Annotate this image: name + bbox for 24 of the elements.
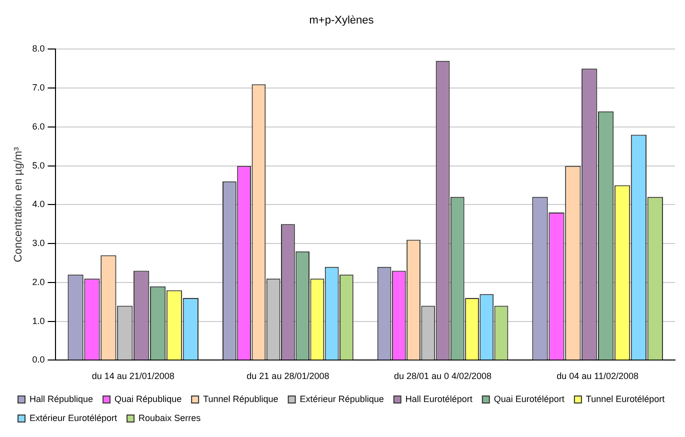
x-tick-label: du 21 au 28/01/2008 (246, 371, 330, 382)
legend-label: Extérieur République (300, 394, 384, 404)
x-tick-label: du 14 au 21/01/2008 (92, 371, 174, 382)
legend-label: Extérieur Eurotéléport (30, 412, 118, 423)
legend-label: Quai République (114, 394, 182, 404)
legend-label: Tunnel République (203, 394, 278, 404)
y-tick-label: 7.0 (32, 82, 45, 93)
y-tick-label: 6.0 (32, 121, 45, 132)
x-tick-label: du 04 au 11/02/2008 (556, 371, 639, 382)
y-tick-label: 1.0 (32, 316, 45, 326)
y-tick-label: 8.0 (32, 44, 45, 54)
legend-label: Roubaix Serres (138, 412, 202, 423)
chart-title: m+p-Xylènes (309, 14, 374, 27)
legend-label: Quai Eurotéléport (494, 394, 565, 404)
y-tick-label: 4.0 (32, 199, 45, 210)
y-axis-title: Concentration en µg/m³ (12, 146, 25, 262)
legend-label: Tunnel Eurotéléport (586, 394, 666, 404)
legend-label: Hall Eurotéléport (405, 394, 473, 404)
y-tick-label: 3.0 (32, 238, 45, 248)
y-tick-label: 5.0 (32, 160, 45, 170)
x-tick-label: du 28/01 au 0 4/02/2008 (394, 371, 492, 382)
y-tick-label: 0.0 (32, 354, 45, 365)
y-tick-label: 2.0 (32, 276, 45, 287)
legend-label: Hall République (30, 394, 94, 404)
